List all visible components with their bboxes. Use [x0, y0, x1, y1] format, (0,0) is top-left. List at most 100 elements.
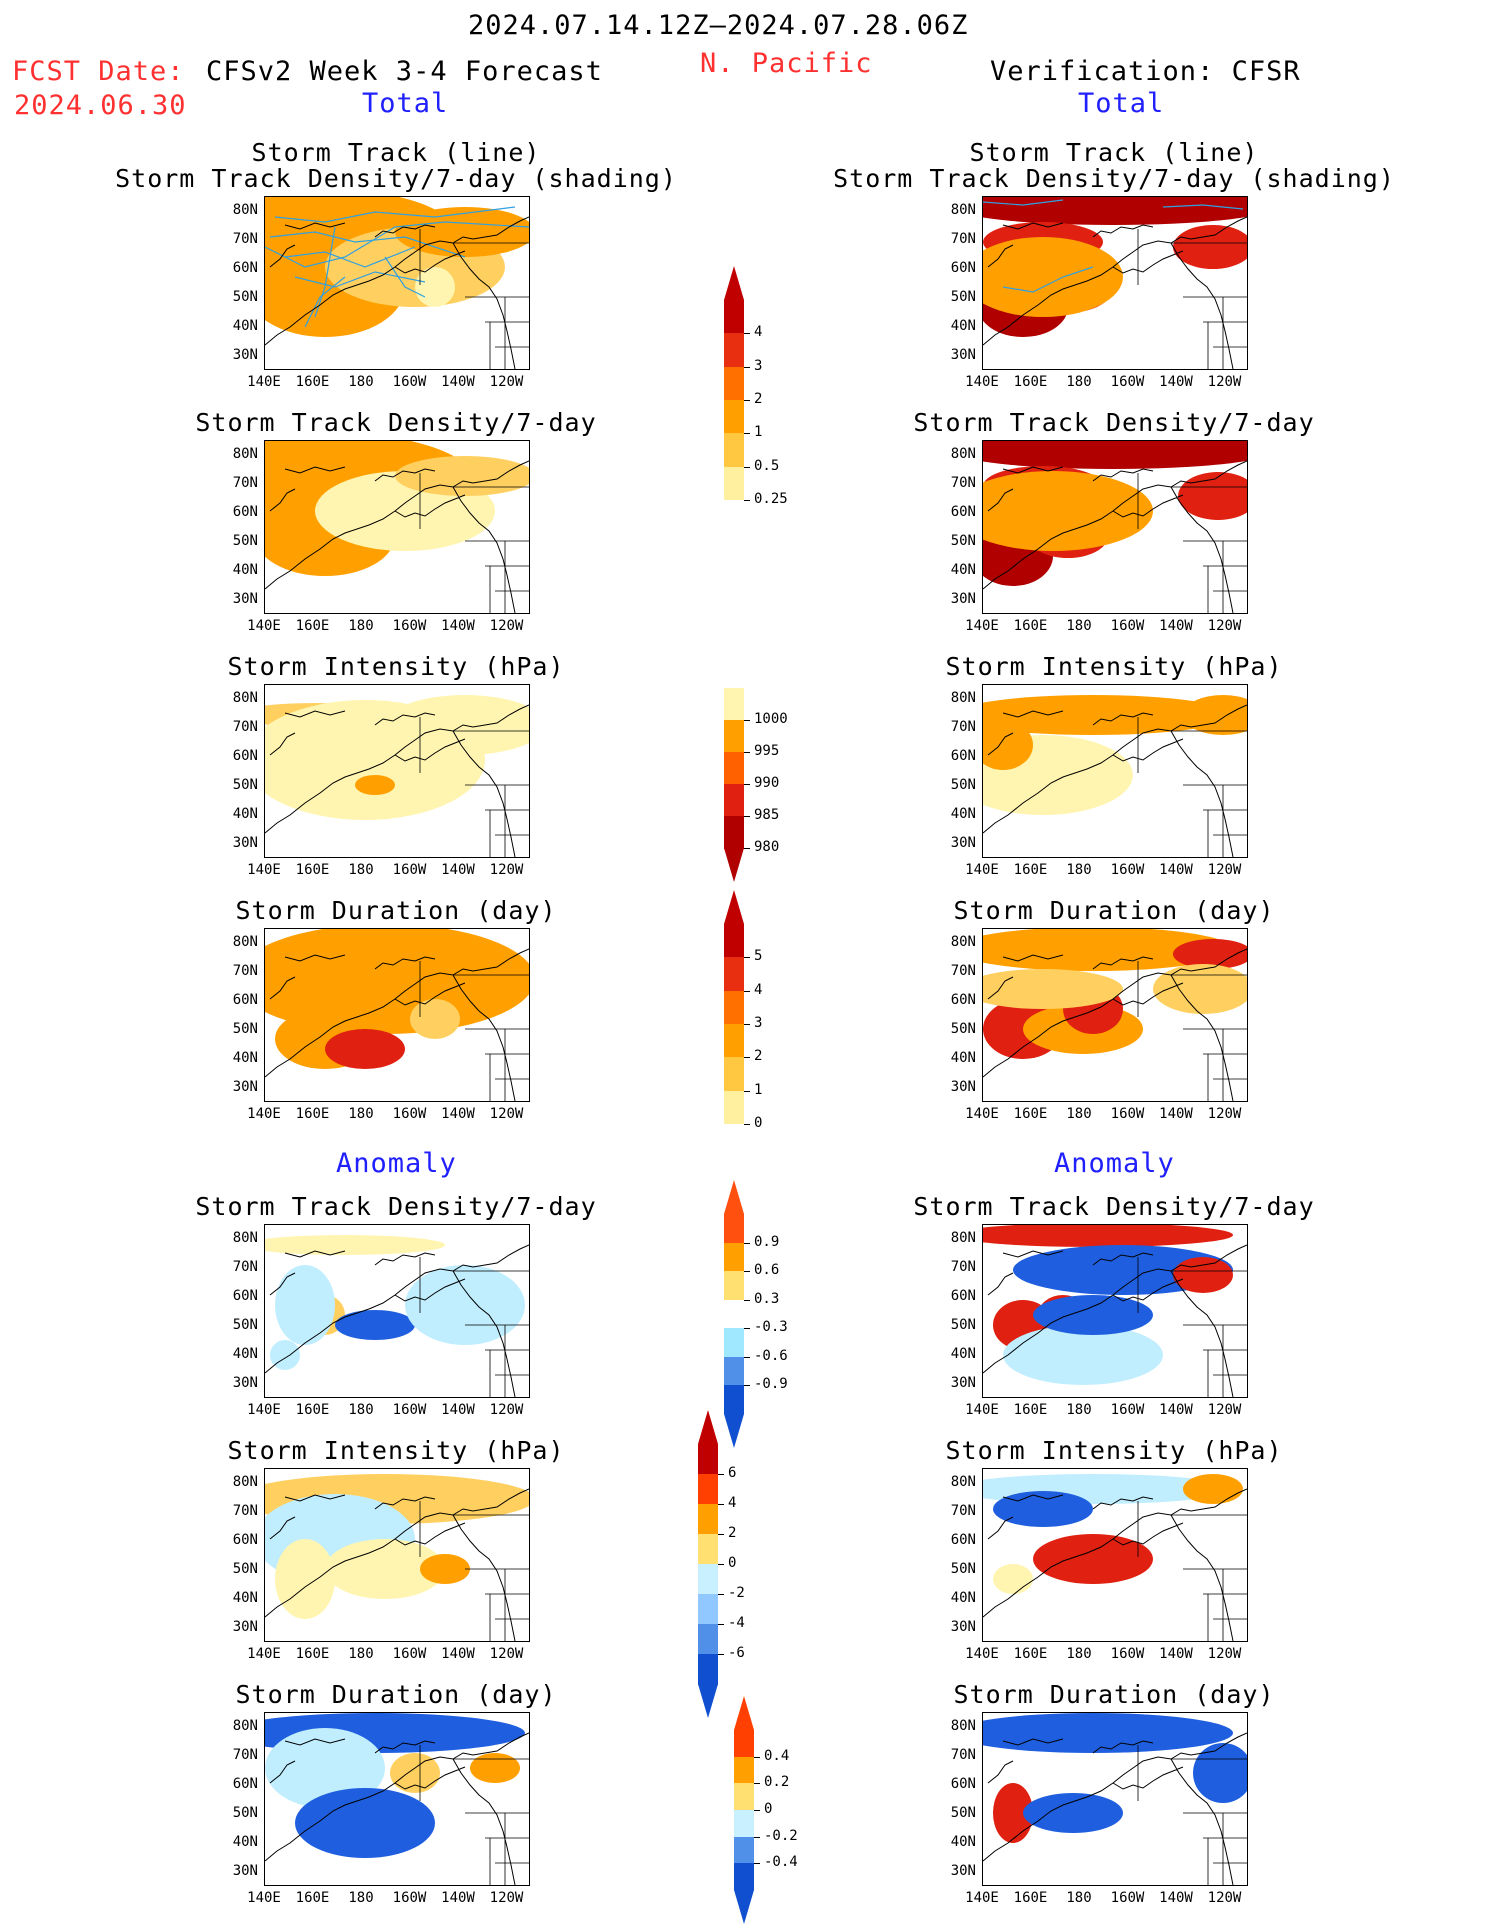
colorbar-segment [724, 720, 744, 753]
map-box [264, 1468, 530, 1642]
lon-tick-label: 180 [348, 1402, 374, 1418]
lon-tick-label: 120W [1207, 374, 1242, 390]
shading-region [420, 1554, 470, 1584]
fcst-date-value: 2024.06.30 [14, 90, 187, 121]
storm-track-line [314, 226, 336, 318]
lat-tick-label: 70N [232, 231, 258, 247]
coastline [983, 704, 1247, 857]
shading-region [993, 1564, 1033, 1594]
coastline [983, 1488, 1247, 1641]
colorbar-label: 4 [754, 324, 763, 341]
colorbar-tick [744, 816, 750, 817]
colorbar-tick [754, 1810, 760, 1811]
lon-tick-label: 140W [1159, 374, 1193, 390]
lat-tick-label: 70N [950, 963, 976, 979]
colorbar-label: 5 [754, 948, 763, 965]
panel-title: Storm Intensity (hPa) [945, 652, 1283, 681]
lat-tick-label: 40N [950, 1346, 976, 1362]
lat-tick-label: 50N [950, 1561, 976, 1577]
coastline [983, 216, 1247, 369]
coastline [265, 948, 529, 1101]
map-box [982, 1468, 1248, 1642]
lat-tick-label: 30N [950, 1079, 976, 1095]
colorbar-label: 2 [754, 391, 763, 407]
lat-tick-label: 30N [232, 347, 258, 363]
lat-tick-label: 30N [950, 835, 976, 851]
borders [419, 1501, 529, 1641]
coastline [265, 704, 529, 857]
lon-tick-label: 140W [441, 1106, 475, 1122]
colorbar-segment [734, 1810, 754, 1838]
colorbar-tick [744, 1299, 750, 1301]
colorbar-segment [724, 433, 744, 468]
borders [419, 1257, 529, 1397]
lon-tick-label: 120W [489, 1402, 524, 1418]
lon-tick-label: 160W [392, 1106, 427, 1122]
colorbar-tick [744, 433, 750, 435]
lon-tick-label: 160E [1013, 1646, 1048, 1662]
shading-region [983, 929, 1233, 971]
colorbar-label: 1000 [754, 711, 788, 727]
colorbar-label: 0 [754, 1115, 763, 1131]
lon-tick-label: 160E [295, 1106, 330, 1122]
borders [1137, 473, 1247, 613]
colorbar-segment [734, 1863, 754, 1891]
colorbar-segment [724, 990, 744, 1025]
colorbar-label: 0 [764, 1801, 773, 1817]
lon-tick-label: 160E [295, 618, 330, 634]
colorbar-label: 0.2 [764, 1774, 790, 1791]
shading-region [275, 1539, 335, 1619]
left-column-title: CFSv2 Week 3-4 Forecast [206, 56, 603, 87]
lon-tick-label: 160W [392, 374, 427, 390]
lon-tick-label: 120W [489, 1106, 524, 1122]
lon-tick-label: 140E [965, 618, 999, 634]
map-box [982, 684, 1248, 858]
lat-tick-label: 70N [232, 475, 258, 491]
map-box [264, 196, 530, 370]
lat-tick-label: 70N [232, 1747, 258, 1763]
lon-tick-label: 140E [247, 1106, 281, 1122]
shading-region [390, 1753, 440, 1793]
colorbar-tick [744, 466, 750, 468]
colorbar-segment [698, 1474, 718, 1505]
colorbar-arrow-top [698, 1410, 718, 1444]
shading-region [395, 207, 529, 257]
lat-tick-label: 50N [232, 1805, 258, 1821]
shading-region [983, 197, 1247, 225]
lon-tick-label: 140E [965, 1646, 999, 1662]
lat-tick-label: 70N [950, 1747, 976, 1763]
lon-tick-label: 160W [392, 1890, 427, 1906]
lat-tick-label: 70N [232, 963, 258, 979]
lat-tick-label: 30N [950, 347, 976, 363]
colorbar-segment [724, 816, 744, 849]
lat-tick-label: 50N [232, 1021, 258, 1037]
coastline [265, 216, 529, 369]
lat-tick-label: 80N [950, 1474, 976, 1490]
coastline [983, 460, 1247, 613]
colorbar-segment [724, 1214, 744, 1244]
shading-region [295, 1788, 435, 1858]
lon-tick-label: 160W [1110, 1106, 1145, 1122]
lon-tick-label: 140E [247, 1646, 281, 1662]
shading-region [1183, 1474, 1243, 1504]
borders [419, 229, 529, 369]
right-column-title: Verification: CFSR [990, 56, 1301, 87]
colorbar-segment [698, 1654, 718, 1685]
lon-tick-label: 140W [441, 618, 475, 634]
lon-tick-label: 140E [247, 1890, 281, 1906]
lat-tick-label: 60N [232, 260, 258, 276]
panel-title: Storm Track Density/7-day (shading) [833, 164, 1395, 193]
colorbar-label: 0.3 [754, 1290, 780, 1307]
borders [419, 961, 529, 1101]
lat-tick-label: 40N [232, 1834, 258, 1850]
colorbar-segment [698, 1594, 718, 1625]
coastline [265, 1732, 529, 1885]
colorbar-segment [734, 1836, 754, 1864]
lon-tick-label: 160W [392, 618, 427, 634]
lon-tick-label: 160W [1110, 1402, 1145, 1418]
lat-tick-label: 70N [232, 719, 258, 735]
colorbar-arrow-bottom [724, 848, 744, 882]
lon-tick-label: 140E [247, 1402, 281, 1418]
lat-tick-label: 70N [950, 1503, 976, 1519]
colorbar-label: 985 [754, 807, 780, 823]
